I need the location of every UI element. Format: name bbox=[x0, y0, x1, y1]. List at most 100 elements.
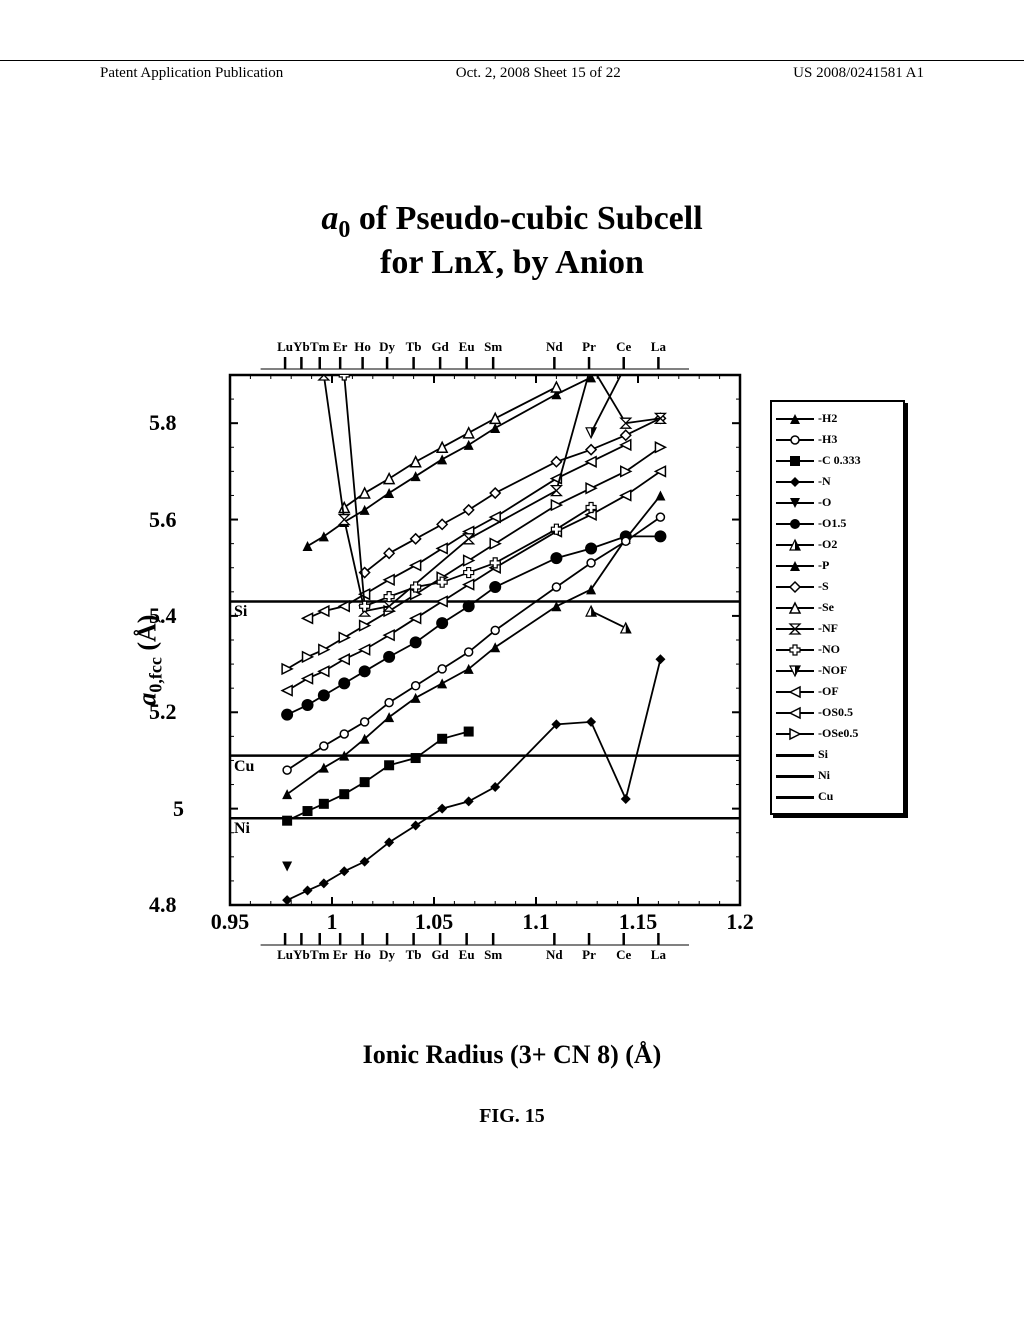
legend-label: Ni bbox=[818, 768, 830, 783]
legend-label: -NO bbox=[818, 642, 840, 657]
legend-swatch bbox=[776, 685, 814, 699]
legend-label: -N bbox=[818, 474, 831, 489]
legend-label: -OSe0.5 bbox=[818, 726, 858, 741]
legend-label: -H2 bbox=[818, 411, 837, 426]
legend-item: -Se bbox=[776, 597, 899, 618]
legend-item: Cu bbox=[776, 786, 899, 807]
element-label-top: Yb bbox=[293, 339, 310, 355]
legend-label: Cu bbox=[818, 789, 833, 804]
legend-label: -C 0.333 bbox=[818, 453, 861, 468]
element-label-bottom: Tb bbox=[406, 947, 422, 963]
element-label-bottom: Er bbox=[333, 947, 347, 963]
legend-label: -S bbox=[818, 579, 829, 594]
element-label-top: Eu bbox=[459, 339, 475, 355]
legend-swatch bbox=[776, 454, 814, 468]
x-tick-label: 1.15 bbox=[619, 909, 658, 935]
figure-caption: FIG. 15 bbox=[0, 1105, 1024, 1128]
element-label-bottom: Nd bbox=[546, 947, 563, 963]
legend-swatch bbox=[776, 433, 814, 447]
reference-line-label: Cu bbox=[234, 758, 254, 776]
legend-swatch bbox=[776, 559, 814, 573]
legend-item: -NF bbox=[776, 618, 899, 639]
element-label-bottom: La bbox=[651, 947, 666, 963]
legend-swatch bbox=[776, 496, 814, 510]
header-right: US 2008/0241581 A1 bbox=[793, 65, 924, 82]
legend-swatch bbox=[776, 517, 814, 531]
element-label-bottom: Lu bbox=[277, 947, 293, 963]
legend-swatch bbox=[776, 790, 814, 804]
element-label-bottom: Pr bbox=[582, 947, 596, 963]
legend-swatch bbox=[776, 475, 814, 489]
legend-label: -O2 bbox=[818, 537, 837, 552]
header-left: Patent Application Publication bbox=[100, 65, 283, 82]
y-tick-label: 5 bbox=[173, 796, 454, 822]
element-label-top: Dy bbox=[379, 339, 395, 355]
chart-title: a0 of Pseudo-cubic Subcell for LnX, by A… bbox=[0, 200, 1024, 282]
legend-swatch bbox=[776, 727, 814, 741]
y-tick-label: 5.6 bbox=[149, 507, 454, 533]
element-label-bottom: Ce bbox=[616, 947, 631, 963]
legend-item: -OSe0.5 bbox=[776, 723, 899, 744]
legend-item: -OS0.5 bbox=[776, 702, 899, 723]
legend-swatch bbox=[776, 538, 814, 552]
element-label-top: Er bbox=[333, 339, 347, 355]
legend-item: -O1.5 bbox=[776, 513, 899, 534]
legend-item: -OF bbox=[776, 681, 899, 702]
legend-label: -Se bbox=[818, 600, 834, 615]
x-tick-label: 1.2 bbox=[726, 909, 754, 935]
y-tick-label: 4.8 bbox=[149, 892, 454, 918]
legend-item: -NO bbox=[776, 639, 899, 660]
y-tick-label: 5.4 bbox=[149, 603, 454, 629]
legend-swatch bbox=[776, 748, 814, 762]
legend-label: -O1.5 bbox=[818, 516, 846, 531]
legend-swatch bbox=[776, 580, 814, 594]
legend-item: -P bbox=[776, 555, 899, 576]
element-label-bottom: Tm bbox=[310, 947, 330, 963]
legend-swatch bbox=[776, 601, 814, 615]
legend-item: -S bbox=[776, 576, 899, 597]
legend-item: -H2 bbox=[776, 408, 899, 429]
element-label-top: Lu bbox=[277, 339, 293, 355]
element-label-bottom: Gd bbox=[431, 947, 448, 963]
legend-swatch bbox=[776, 643, 814, 657]
element-label-bottom: Yb bbox=[293, 947, 310, 963]
legend-label: Si bbox=[818, 747, 828, 762]
y-tick-label: 5.2 bbox=[149, 699, 454, 725]
element-label-bottom: Sm bbox=[484, 947, 502, 963]
legend-swatch bbox=[776, 622, 814, 636]
reference-line-label: Ni bbox=[234, 820, 250, 838]
reference-line-label: Si bbox=[234, 603, 247, 621]
legend-item: -H3 bbox=[776, 429, 899, 450]
legend-label: -NOF bbox=[818, 663, 847, 678]
legend-swatch bbox=[776, 664, 814, 678]
header-center: Oct. 2, 2008 Sheet 15 of 22 bbox=[456, 65, 621, 82]
legend-item: -O2 bbox=[776, 534, 899, 555]
legend-swatch bbox=[776, 412, 814, 426]
legend-item: Si bbox=[776, 744, 899, 765]
x-tick-label: 1 bbox=[327, 909, 338, 935]
legend-label: -NF bbox=[818, 621, 838, 636]
legend-item: -N bbox=[776, 471, 899, 492]
y-tick-label: 5.8 bbox=[149, 410, 454, 436]
element-label-top: Ho bbox=[354, 339, 371, 355]
legend-label: -OF bbox=[818, 684, 839, 699]
element-label-top: Sm bbox=[484, 339, 502, 355]
x-tick-label: 0.95 bbox=[211, 909, 250, 935]
legend-label: -H3 bbox=[818, 432, 837, 447]
legend-item: Ni bbox=[776, 765, 899, 786]
legend-label: -P bbox=[818, 558, 829, 573]
x-axis-label: Ionic Radius (3+ CN 8) (Å) bbox=[0, 1040, 1024, 1070]
page-header: Patent Application Publication Oct. 2, 2… bbox=[0, 60, 1024, 82]
legend-item: -O bbox=[776, 492, 899, 513]
element-label-top: La bbox=[651, 339, 666, 355]
legend-label: -O bbox=[818, 495, 831, 510]
legend-item: -NOF bbox=[776, 660, 899, 681]
element-label-bottom: Dy bbox=[379, 947, 395, 963]
x-tick-label: 1.05 bbox=[415, 909, 454, 935]
legend-item: -C 0.333 bbox=[776, 450, 899, 471]
chart-legend: -H2 -H3 -C 0.333 -N -O -O1.5 -O2 -P -S -Se -NF -NO -… bbox=[770, 400, 905, 815]
x-tick-label: 1.1 bbox=[522, 909, 550, 935]
element-label-top: Tb bbox=[406, 339, 422, 355]
legend-label: -OS0.5 bbox=[818, 705, 853, 720]
legend-swatch bbox=[776, 706, 814, 720]
